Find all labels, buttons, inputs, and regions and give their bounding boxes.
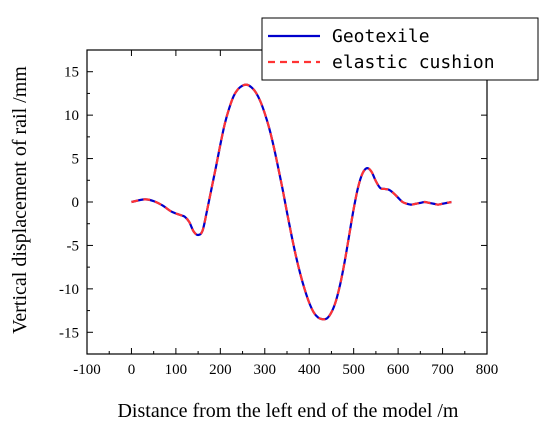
x-tick-label: 0 bbox=[128, 362, 136, 378]
series-lines bbox=[131, 83, 452, 321]
y-axis-title: Vertical displacement of rail /mm bbox=[9, 66, 31, 334]
x-tick-label: 200 bbox=[209, 362, 232, 378]
x-tick-label: 400 bbox=[298, 362, 321, 378]
x-tick-label: 600 bbox=[387, 362, 410, 378]
y-tick-label: -15 bbox=[59, 325, 79, 341]
x-tick-label: 100 bbox=[165, 362, 188, 378]
series-line-elastic-cushion bbox=[131, 83, 452, 321]
y-tick-label: 15 bbox=[64, 65, 79, 81]
x-tick-label: 500 bbox=[342, 362, 365, 378]
x-tick-label: 800 bbox=[476, 362, 499, 378]
legend-label: elastic cushion bbox=[332, 52, 495, 73]
legend: Geotexile elastic cushion bbox=[261, 17, 539, 81]
x-tick-label: 300 bbox=[254, 362, 277, 378]
x-axis-title: Distance from the left end of the model … bbox=[117, 400, 458, 422]
x-axis-ticks: -100 0 100 200 300 400 500 600 700 800 bbox=[73, 50, 498, 378]
legend-label: Geotexile bbox=[332, 26, 430, 47]
y-tick-label: 5 bbox=[72, 152, 80, 168]
y-tick-label: -5 bbox=[67, 238, 80, 254]
legend-box bbox=[261, 17, 539, 81]
y-tick-label: 0 bbox=[72, 195, 80, 211]
y-tick-label: 10 bbox=[64, 108, 79, 124]
y-tick-label: -10 bbox=[59, 282, 79, 298]
y-axis-ticks: -15 -10 -5 0 5 10 15 bbox=[59, 65, 487, 341]
x-tick-label: -100 bbox=[73, 362, 101, 378]
x-tick-label: 700 bbox=[431, 362, 454, 378]
